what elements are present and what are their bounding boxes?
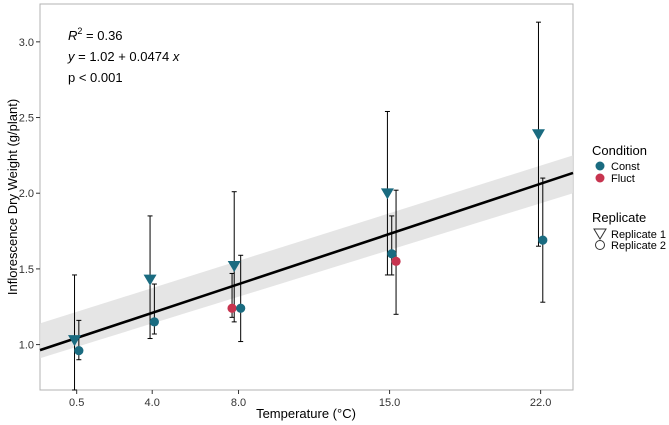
data-point-circle xyxy=(227,303,237,313)
data-point-circle xyxy=(149,317,159,327)
data-point-triangle xyxy=(531,129,545,141)
regression-line xyxy=(39,171,574,352)
data-point-triangle xyxy=(380,188,394,200)
r2-superscript: 2 xyxy=(77,26,82,36)
r-squared-annotation: R2 = 0.36 xyxy=(68,26,123,43)
legend-replicate2-swatch xyxy=(595,240,605,250)
legend-replicate2-label: Replicate 2 xyxy=(611,240,666,252)
x-tick-label: 8.0 xyxy=(231,397,246,409)
error-bar xyxy=(238,254,244,343)
legend-const-label: Const xyxy=(611,161,640,173)
y-tick-label: 3.0 xyxy=(19,37,34,49)
confidence-band-layer xyxy=(40,155,573,359)
data-point-layer xyxy=(68,129,548,356)
legend-const-swatch xyxy=(595,161,605,171)
y-tick-label: 1.0 xyxy=(19,340,34,352)
y-tick-label: 2.5 xyxy=(19,113,34,125)
error-bar xyxy=(231,191,237,323)
y-tick-label: 2.0 xyxy=(19,188,34,200)
x-tick-label: 15.0 xyxy=(379,397,400,409)
x-tick-label: 4.0 xyxy=(145,397,160,409)
error-bar xyxy=(389,215,395,276)
legend-replicate-title: Replicate xyxy=(592,210,646,225)
equation-y: y xyxy=(67,49,76,64)
equation-x: x xyxy=(172,49,180,64)
x-axis-ticks: 0.5 4.0 8.0 15.0 22.0 xyxy=(69,390,551,409)
legend-replicate1-swatch xyxy=(593,228,607,240)
confidence-band xyxy=(40,155,573,359)
r2-value: = 0.36 xyxy=(82,28,122,43)
r2-symbol: R xyxy=(68,28,77,43)
data-point-circle xyxy=(74,346,84,356)
equation-body: = 1.02 + 0.0474 xyxy=(75,49,173,64)
legend-replicate1-label: Replicate 1 xyxy=(611,229,666,241)
legend-fluct-label: Fluct xyxy=(611,173,635,185)
x-tick-label: 22.0 xyxy=(530,397,551,409)
legend-condition-title: Condition xyxy=(592,143,647,158)
x-tick-label: 0.5 xyxy=(69,397,84,409)
legend-condition: Condition Const Fluct xyxy=(592,143,647,185)
data-point-circle xyxy=(236,303,246,313)
regression-line-layer xyxy=(39,171,574,352)
data-point-triangle xyxy=(68,335,82,347)
data-point-triangle xyxy=(227,260,241,273)
data-point-triangle xyxy=(143,274,157,286)
equation-annotation: y = 1.02 + 0.0474 x xyxy=(67,49,180,64)
y-axis-title: Inflorescence Dry Weight (g/plant) xyxy=(5,99,20,295)
data-point-circle xyxy=(538,235,548,245)
p-value-annotation: p < 0.001 xyxy=(68,70,123,85)
y-tick-label: 1.5 xyxy=(19,264,34,276)
legend-fluct-swatch xyxy=(595,173,605,183)
y-axis-ticks: 1.0 1.5 2.0 2.5 3.0 xyxy=(19,37,40,352)
x-axis-title: Temperature (°C) xyxy=(256,406,356,421)
data-point-circle xyxy=(391,256,401,266)
data-point-circle xyxy=(387,249,397,259)
legend-replicate: Replicate Replicate 1 Replicate 2 xyxy=(592,210,666,252)
